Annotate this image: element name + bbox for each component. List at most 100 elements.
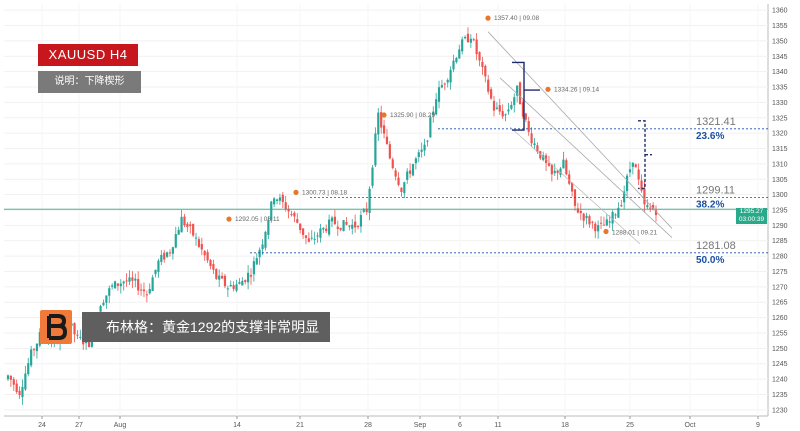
candle-body <box>400 187 403 193</box>
candle-body <box>559 168 562 175</box>
y-tick-label: 1325 <box>772 115 788 122</box>
pivot-label: 1288.01 | 09.21 <box>612 229 657 236</box>
breakout-bracket <box>638 120 652 190</box>
candle-body <box>293 212 296 217</box>
candle-body <box>336 226 339 229</box>
candle-body <box>382 125 386 134</box>
candle-body <box>197 239 201 247</box>
candle-body <box>411 164 415 176</box>
candle-body <box>628 169 632 173</box>
fib-level-percent: 38.2% <box>696 199 724 210</box>
y-tick-label: 1235 <box>772 392 788 399</box>
candle-body <box>119 283 122 287</box>
y-tick-label: 1260 <box>772 315 788 322</box>
candle-body <box>171 247 174 254</box>
candle-body <box>556 170 559 173</box>
candle-body <box>437 87 441 102</box>
candle-body <box>330 217 334 222</box>
candle-body <box>394 170 397 177</box>
candle-body <box>397 177 400 185</box>
candle-body <box>339 227 342 230</box>
pivot-label: 1292.05 | 08.11 <box>235 216 280 223</box>
candle-body <box>116 283 120 286</box>
candle-body <box>608 221 611 223</box>
candle-body <box>591 221 594 223</box>
candle-body <box>32 349 36 351</box>
candle-body <box>261 244 264 250</box>
candle-body <box>631 162 634 167</box>
candle-body <box>420 149 423 152</box>
fib-level-percent: 50.0% <box>696 255 724 266</box>
candle-body <box>365 208 368 213</box>
candle-body <box>333 216 336 225</box>
candle-body <box>38 332 41 346</box>
candle-body <box>125 280 128 282</box>
y-tick-label: 1265 <box>772 300 788 307</box>
current-price: 1295.27 <box>739 208 764 215</box>
candle-body <box>620 205 623 207</box>
candle-body <box>76 334 79 336</box>
y-tick-label: 1315 <box>772 146 788 153</box>
candle-body <box>275 199 279 201</box>
candle-body <box>643 188 646 205</box>
pattern-description: 说明：下降楔形 <box>38 71 141 93</box>
candle-body <box>194 237 198 239</box>
candle-body <box>611 212 614 224</box>
candle-body <box>588 216 591 225</box>
candle-body <box>461 39 464 52</box>
candle-body <box>157 260 160 272</box>
candle-body <box>487 79 490 92</box>
candle-body <box>409 170 412 174</box>
candle-body <box>362 209 365 212</box>
candle-body <box>108 288 111 296</box>
candle-body <box>562 159 565 169</box>
pivot-dot <box>293 189 299 195</box>
candle-body <box>403 182 406 194</box>
candle-body <box>9 375 12 380</box>
candle-body <box>547 163 551 166</box>
candle-body <box>348 225 351 227</box>
candle-body <box>148 288 151 294</box>
candle-body <box>602 224 606 226</box>
candle-body <box>623 191 626 203</box>
candle-body <box>377 112 380 135</box>
candle-body <box>180 216 183 233</box>
candle-body <box>565 160 568 175</box>
x-tick-label: 24 <box>38 422 46 429</box>
brand-logo <box>40 310 72 344</box>
x-tick-label: Sep <box>414 422 427 429</box>
y-tick-label: 1360 <box>772 8 788 15</box>
candle-body <box>417 152 420 157</box>
candle-body <box>550 164 553 175</box>
candle-body <box>617 207 620 218</box>
candle-body <box>492 101 496 111</box>
candle-body <box>281 194 284 203</box>
candle-body <box>640 180 643 191</box>
pivot-label: 1334.26 | 09.14 <box>554 86 599 93</box>
fib-level-percent: 23.6% <box>696 131 724 142</box>
candle-body <box>539 151 542 159</box>
pivot-dot <box>485 15 491 21</box>
candle-body <box>102 302 105 306</box>
candle-body <box>284 202 287 210</box>
candle-body <box>368 188 371 213</box>
candle-body <box>278 197 282 201</box>
candle-body <box>310 237 313 239</box>
candle-body <box>374 133 377 166</box>
candle-body <box>516 85 519 96</box>
candle-body <box>458 49 461 59</box>
candle-body <box>481 61 484 68</box>
candle-body <box>163 252 166 260</box>
candle-body <box>542 155 545 160</box>
x-tick-label: 6 <box>458 422 462 429</box>
brand-logo-icon <box>47 314 67 340</box>
candle-body <box>406 171 409 180</box>
candle-body <box>507 109 510 112</box>
candle-body <box>200 244 203 250</box>
candle-body <box>385 136 389 144</box>
candle-body <box>342 220 345 232</box>
x-tick-label: 11 <box>494 422 501 429</box>
candle-body <box>455 57 458 63</box>
